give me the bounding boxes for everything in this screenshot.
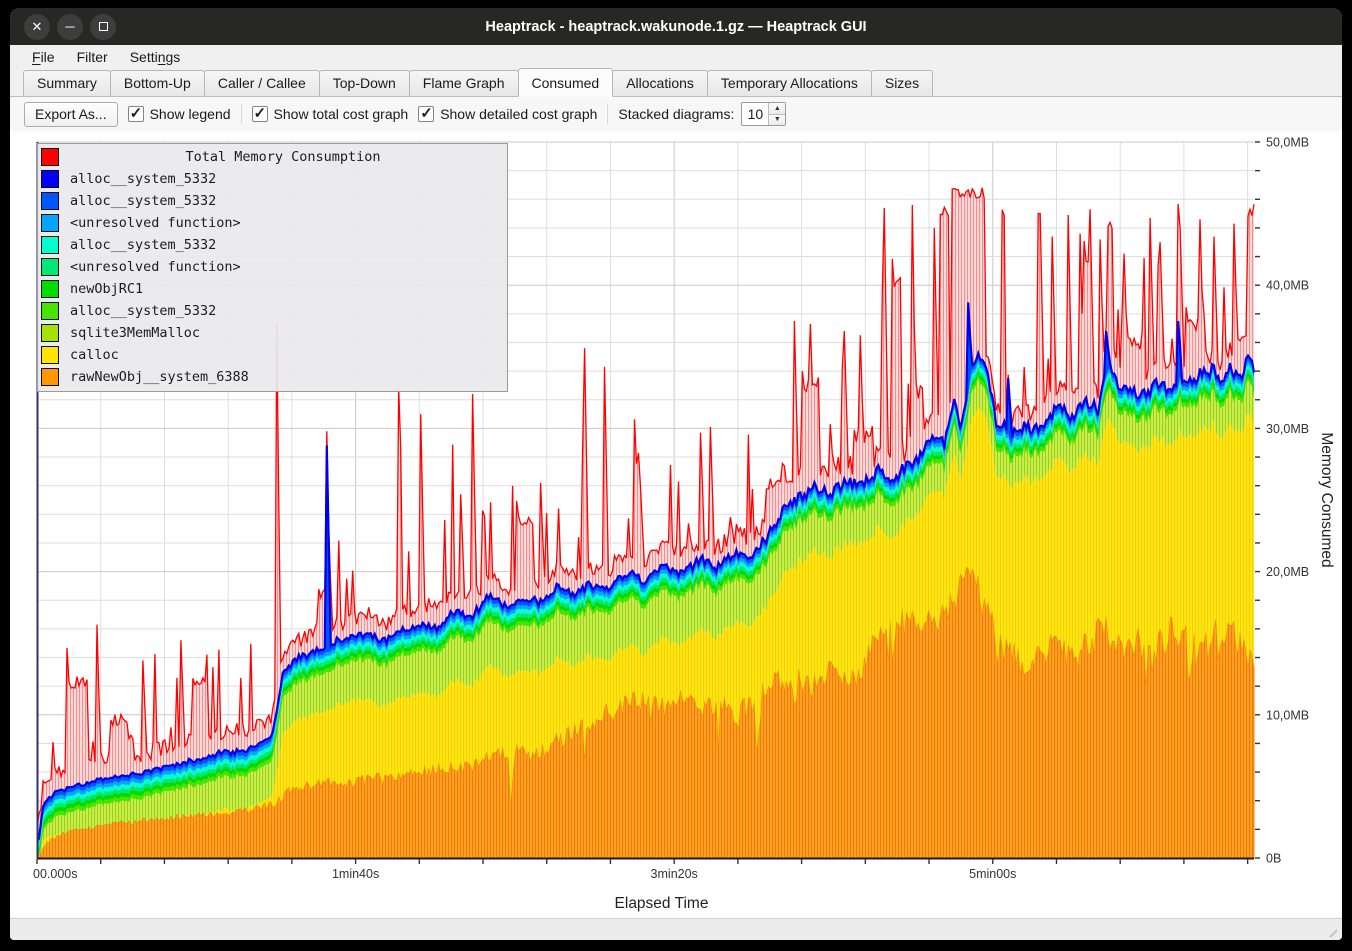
legend-label: <unresolved function> [70, 259, 241, 275]
legend-row: alloc__system_5332 [38, 234, 507, 256]
legend-swatch-icon [41, 170, 59, 188]
legend-swatch-icon [41, 324, 59, 342]
legend-label: alloc__system_5332 [70, 303, 217, 319]
title-bar: ✕ ─ Heaptrack - heaptrack.wakunode.1.gz … [10, 8, 1342, 45]
stacked-diagrams-spinbox[interactable]: 10 ▲ ▼ [741, 102, 787, 126]
y-tick-label: 20,0MB [1266, 565, 1309, 579]
window-title: Heaptrack - heaptrack.wakunode.1.gz — He… [485, 18, 867, 35]
legend-row: <unresolved function> [38, 212, 507, 234]
legend-row: alloc__system_5332 [38, 190, 507, 212]
menu-file[interactable]: File [32, 48, 55, 65]
toolbar-separator [240, 104, 242, 124]
checkbox-show-legend[interactable]: Show legend [127, 104, 231, 122]
x-tick-label: 5min00s [969, 867, 1016, 881]
x-tick-label: 1min40s [332, 867, 379, 881]
tab-caller-callee[interactable]: Caller / Callee [203, 70, 320, 96]
status-bar [10, 918, 1342, 940]
maximize-icon [98, 22, 108, 31]
tab-flame-graph[interactable]: Flame Graph [408, 70, 519, 96]
x-tick-label: 00.000s [33, 867, 77, 881]
checkbox-box[interactable] [127, 104, 144, 122]
spin-down-button[interactable]: ▼ [769, 114, 786, 125]
tab-temporary-allocations[interactable]: Temporary Allocations [706, 70, 872, 96]
legend-swatch-icon [41, 148, 59, 166]
tab-allocations[interactable]: Allocations [612, 70, 708, 96]
area-sqlite3MemMalloc [37, 378, 1254, 856]
export-as-button[interactable]: Export As... [24, 101, 118, 127]
consumed-top-line [36, 302, 1256, 841]
checkbox-label: Show legend [149, 106, 231, 122]
legend-swatch-icon [41, 236, 59, 254]
chart-legend: Total Memory Consumption alloc__system_53… [37, 143, 508, 392]
tab-top-down[interactable]: Top-Down [318, 70, 410, 96]
x-axis-title: Elapsed Time [615, 895, 709, 912]
tab-consumed[interactable]: Consumed [517, 68, 614, 97]
checkbox-label: Show detailed cost graph [440, 106, 598, 122]
tab-bottom-up[interactable]: Bottom-Up [109, 70, 205, 96]
tab-bar: Summary Bottom-Up Caller / Callee Top-Down F… [10, 68, 1342, 97]
close-icon: ✕ [31, 18, 43, 34]
legend-label: alloc__system_5332 [70, 237, 217, 253]
legend-swatch-icon [41, 368, 59, 386]
checkbox-show-detailed-cost-graph[interactable]: Show detailed cost graph [418, 104, 598, 122]
chevron-down-icon: ▼ [773, 116, 781, 124]
stacked-diagrams-value: 10 [747, 106, 764, 122]
menu-filter[interactable]: Filter [76, 48, 108, 65]
y-tick-label: 0B [1266, 852, 1281, 866]
memory-consumption-plot[interactable]: 00.000s 1min40s 3min20s 5min00s 0B 10,0MB 20,0… [10, 131, 1342, 918]
area-calloc [37, 404, 1254, 856]
legend-swatch-icon [41, 346, 59, 364]
legend-row: newObjRC1 [38, 278, 507, 300]
menu-bar: File Filter Settings [10, 45, 1342, 68]
minimize-icon: ─ [65, 19, 75, 34]
legend-label: Total Memory Consumption [185, 149, 381, 165]
minimize-button[interactable]: ─ [57, 13, 83, 40]
tab-sizes[interactable]: Sizes [870, 70, 934, 96]
consumed-chart: 00.000s 1min40s 3min20s 5min00s 0B 10,0MB 20,0… [10, 131, 1342, 918]
x-tick-label: 3min20s [651, 867, 698, 881]
y-tick-label: 10,0MB [1266, 708, 1309, 722]
y-axis-title: Memory Consumed [1318, 432, 1335, 567]
legend-swatch-icon [41, 192, 59, 210]
legend-row: calloc [38, 344, 507, 366]
tab-summary[interactable]: Summary [23, 70, 111, 96]
menu-settings[interactable]: Settings [129, 48, 181, 65]
toolbar-separator [607, 104, 609, 124]
legend-row: alloc__system_5332 [38, 300, 507, 322]
chevron-up-icon: ▲ [773, 104, 781, 112]
legend-row: rawNewObj__system_6388 [38, 366, 507, 388]
checkbox-label: Show total cost graph [273, 106, 409, 122]
legend-swatch-icon [41, 214, 59, 232]
legend-swatch-icon [41, 302, 59, 320]
legend-label: rawNewObj__system_6388 [70, 369, 249, 385]
maximize-button[interactable] [90, 13, 116, 40]
legend-label: alloc__system_5332 [70, 171, 217, 187]
resize-grip-icon[interactable] [1323, 923, 1337, 937]
y-tick-label: 40,0MB [1266, 279, 1309, 293]
stacked-diagrams-label: Stacked diagrams: [618, 106, 735, 122]
legend-swatch-icon [41, 280, 59, 298]
legend-label: alloc__system_5332 [70, 193, 217, 209]
toolbar: Export As... Show legend Show total cost… [10, 97, 1342, 131]
legend-row: <unresolved function> [38, 256, 507, 278]
close-button[interactable]: ✕ [24, 13, 50, 40]
legend-row: alloc__system_5332 [38, 168, 507, 190]
total-consumption-line [36, 187, 1255, 830]
checkbox-box[interactable] [418, 104, 435, 122]
legend-row: Total Memory Consumption [38, 146, 507, 168]
checkbox-show-total-cost-graph[interactable]: Show total cost graph [251, 104, 409, 122]
legend-label: sqlite3MemMalloc [70, 325, 201, 341]
spin-up-button[interactable]: ▲ [769, 103, 786, 115]
legend-label: <unresolved function> [70, 215, 241, 231]
legend-label: calloc [70, 347, 119, 363]
app-window: ✕ ─ Heaptrack - heaptrack.wakunode.1.gz … [10, 8, 1342, 940]
legend-label: newObjRC1 [70, 281, 144, 297]
checkbox-box[interactable] [251, 104, 268, 122]
y-tick-label: 50,0MB [1266, 136, 1309, 150]
legend-swatch-icon [41, 258, 59, 276]
legend-row: sqlite3MemMalloc [38, 322, 507, 344]
y-tick-label: 30,0MB [1266, 422, 1309, 436]
